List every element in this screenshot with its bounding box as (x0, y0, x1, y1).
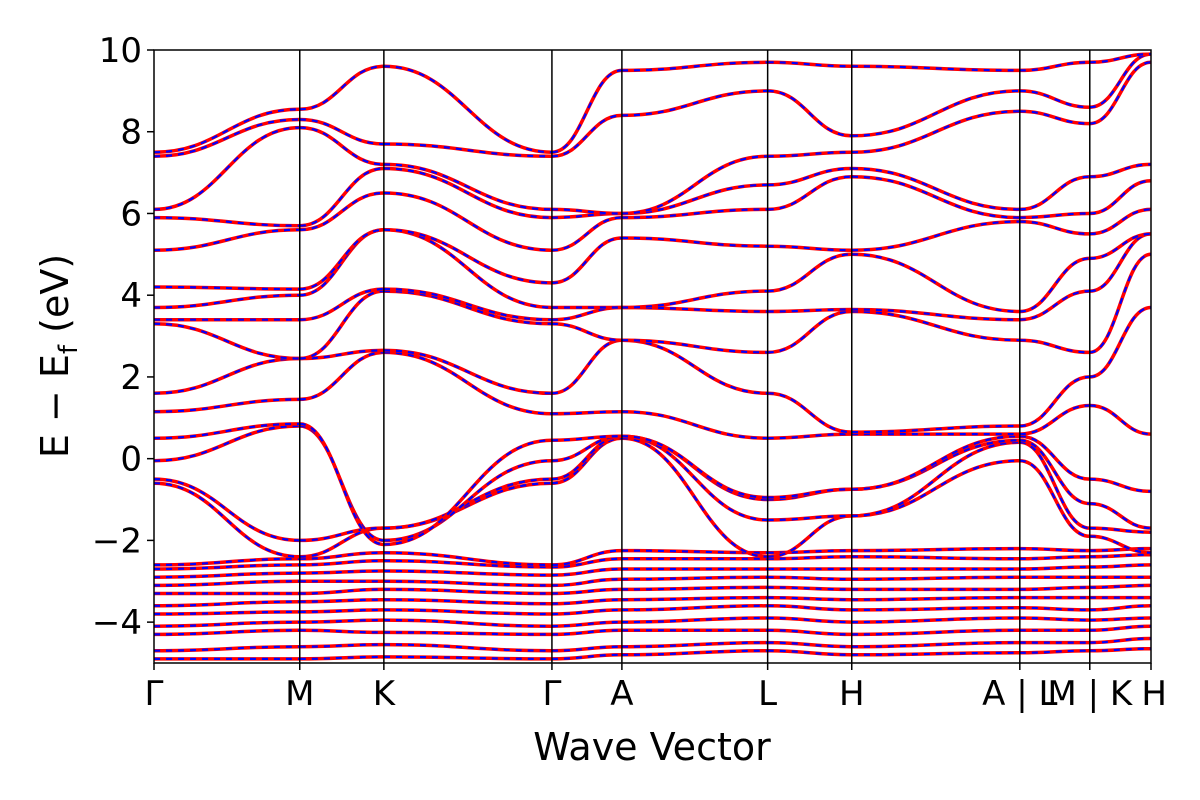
y-axis: −4 −2 0 2 4 6 8 10 (92, 31, 154, 643)
band-8-dashed (154, 563, 1151, 579)
x-tick-label-2: K (373, 674, 397, 714)
x-axis-title: Wave Vector (533, 725, 771, 769)
band-1-dashed (154, 637, 1151, 652)
band-20-dashed (154, 208, 1151, 291)
y-tick-label-3: 2 (120, 358, 142, 398)
y-tick-label-1: −2 (92, 521, 142, 561)
band-19-dashed (154, 228, 1151, 313)
y-tick-label-6: 8 (120, 113, 142, 153)
x-tick-label-4: A (610, 674, 633, 714)
x-tick-label-1: M (285, 674, 314, 714)
band-2-dashed (154, 625, 1151, 636)
band-10-dashed (154, 547, 1151, 566)
band-23-dashed (154, 61, 1151, 215)
band-18-dashed (154, 232, 1151, 321)
band-0-dashed (154, 647, 1151, 661)
y-tick-label-7: 10 (99, 31, 142, 71)
band-12-dashed (154, 435, 1151, 542)
bands-layer (154, 52, 1151, 661)
y-tick-label-5: 6 (120, 194, 142, 234)
band-17-dashed (154, 253, 1151, 360)
band-24-dashed (154, 53, 1151, 158)
y-axis-title: E − Ef (eV) (33, 254, 84, 458)
x-tick-label-7: A | L (982, 674, 1057, 714)
y-axis-title-main: E − E (33, 354, 77, 458)
kpoint-divider-lines (299, 50, 1091, 663)
band-9-dashed (154, 553, 1151, 571)
band-3-dashed (154, 616, 1151, 628)
y-tick-label-2: 0 (120, 440, 142, 480)
band-7-dashed (154, 576, 1151, 587)
x-tick-label-9: H (1141, 674, 1167, 714)
band-16-dashed (154, 306, 1151, 434)
x-tick-label-6: H (839, 674, 865, 714)
plot-frame (153, 49, 1152, 664)
band-25-dashed (154, 53, 1151, 154)
y-axis-title-spacer (33, 333, 77, 345)
x-tick-label-3: Γ (542, 674, 561, 714)
band-15-dashed (154, 351, 1151, 440)
band-22-dashed (154, 163, 1151, 227)
x-tick-label-8: M | K (1047, 674, 1133, 714)
band-14-dashed (154, 422, 1151, 546)
band-5-dashed (154, 596, 1151, 607)
y-tick-label-4: 4 (120, 276, 142, 316)
band-11-dashed (154, 437, 1151, 558)
y-tick-label-0: −4 (92, 603, 142, 643)
x-tick-label-5: L (758, 674, 777, 714)
band-4-dashed (154, 604, 1151, 616)
band-21-dashed (154, 175, 1151, 252)
band-6-dashed (154, 584, 1151, 595)
y-axis-title-unit: (eV) (33, 254, 77, 333)
y-axis-title-subscript: f (54, 344, 84, 354)
x-tick-label-0: Γ (145, 674, 164, 714)
